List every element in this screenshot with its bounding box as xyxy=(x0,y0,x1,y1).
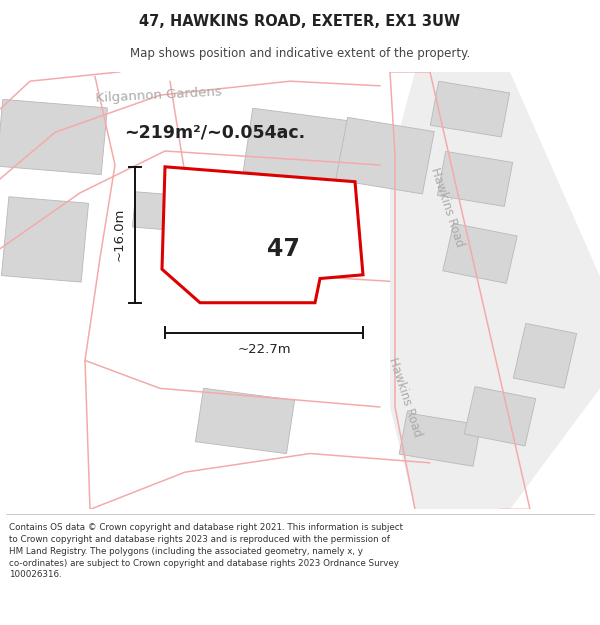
Polygon shape xyxy=(162,167,363,302)
Polygon shape xyxy=(430,81,509,137)
Polygon shape xyxy=(196,388,295,454)
Text: Hawkins Road: Hawkins Road xyxy=(428,166,466,248)
Text: 47: 47 xyxy=(267,237,300,261)
Polygon shape xyxy=(390,72,600,509)
Text: ~22.7m: ~22.7m xyxy=(237,342,291,356)
Polygon shape xyxy=(336,118,434,194)
Text: Contains OS data © Crown copyright and database right 2021. This information is : Contains OS data © Crown copyright and d… xyxy=(9,523,403,579)
Polygon shape xyxy=(464,387,536,446)
Polygon shape xyxy=(243,108,357,184)
Text: Map shows position and indicative extent of the property.: Map shows position and indicative extent… xyxy=(130,48,470,61)
Text: Kilgannon Gardens: Kilgannon Gardens xyxy=(95,86,222,105)
Text: Hawkins Road: Hawkins Road xyxy=(386,356,424,439)
Polygon shape xyxy=(443,223,517,283)
Polygon shape xyxy=(437,151,512,206)
Polygon shape xyxy=(133,192,188,231)
Text: 47, HAWKINS ROAD, EXETER, EX1 3UW: 47, HAWKINS ROAD, EXETER, EX1 3UW xyxy=(139,14,461,29)
Polygon shape xyxy=(514,323,577,388)
Text: ~219m²/~0.054ac.: ~219m²/~0.054ac. xyxy=(124,123,305,141)
Polygon shape xyxy=(399,413,481,466)
Polygon shape xyxy=(0,99,107,174)
Polygon shape xyxy=(1,197,89,282)
Text: ~16.0m: ~16.0m xyxy=(113,208,125,261)
